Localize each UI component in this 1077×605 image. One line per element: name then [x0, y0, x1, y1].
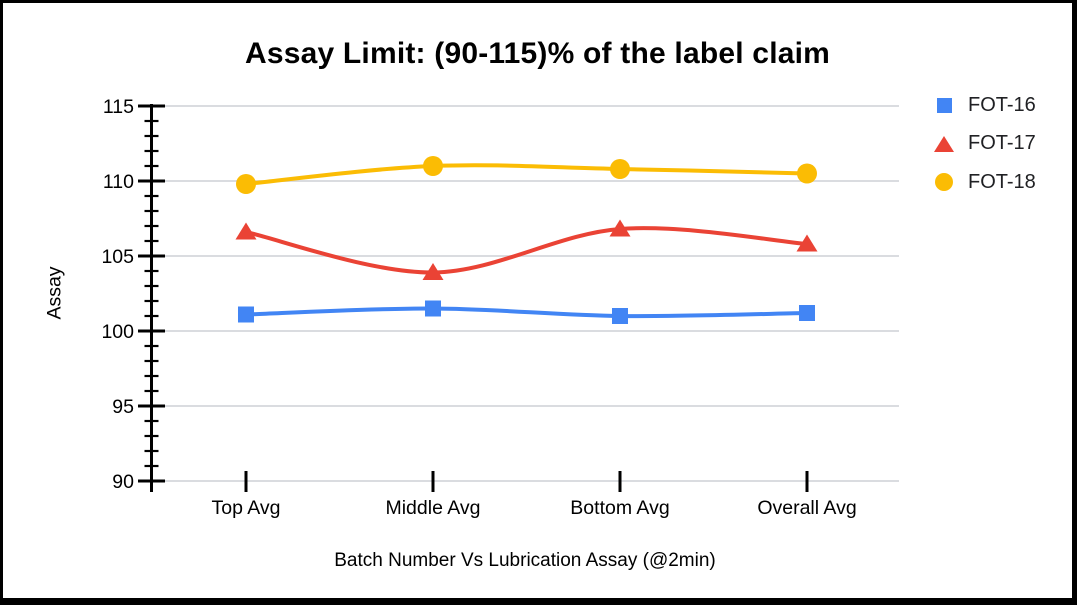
legend-item-FOT-18: FOT-18: [931, 163, 1036, 202]
legend-label: FOT-17: [968, 132, 1036, 155]
data-point-square-FOT-16: [237, 306, 254, 323]
x-category-label: Overall Avg: [757, 497, 856, 519]
legend-item-FOT-16: FOT-16: [931, 86, 1036, 125]
legend-marker-shape: [936, 97, 952, 113]
data-point-circle-FOT-18: [235, 174, 256, 194]
y-axis-title: Assay: [43, 266, 66, 320]
x-category-label: Middle Avg: [385, 497, 480, 519]
data-point-circle-FOT-18: [796, 163, 817, 184]
square-marker-icon: [931, 92, 957, 118]
plot-area: 90 95 100 105 110 115 Top Avg Middle Avg Bottom …: [101, 96, 899, 519]
series-line-FOT-17: [243, 226, 809, 275]
series-line-FOT-16: [243, 306, 809, 319]
legend-marker-shape: [935, 173, 953, 192]
data-point-circle-FOT-18: [422, 156, 443, 176]
data-point-triangle-FOT-17: [796, 234, 818, 252]
data-point-triangle-FOT-17: [422, 263, 444, 280]
data-point-circle-FOT-18: [609, 159, 630, 179]
data-point-triangle-FOT-17: [235, 222, 257, 240]
series-line-FOT-18: [243, 163, 809, 186]
y-tick-label: 105: [101, 246, 134, 268]
y-tick-label: 95: [112, 396, 134, 418]
legend: FOT-16 FOT-17 FOT-18: [931, 86, 1036, 202]
legend-label: FOT-16: [968, 93, 1036, 116]
x-category-label: Top Avg: [211, 497, 280, 519]
legend-item-FOT-17: FOT-17: [931, 125, 1036, 164]
chart-title: Assay Limit: (90-115)% of the label clai…: [244, 37, 831, 70]
data-point-square-FOT-16: [798, 305, 815, 321]
data-point-triangle-FOT-17: [609, 219, 631, 237]
legend-label: FOT-18: [968, 170, 1036, 193]
circle-marker-icon: [931, 169, 957, 195]
y-tick-label: 90: [112, 471, 134, 493]
triangle-marker-icon: [931, 131, 957, 157]
x-category-label: Bottom Avg: [570, 497, 669, 519]
data-point-square-FOT-16: [611, 308, 628, 324]
legend-marker-shape: [934, 135, 954, 152]
x-axis-title: Batch Number Vs Lubrication Assay (@2min…: [334, 550, 716, 571]
y-tick-label: 100: [101, 321, 134, 343]
data-point-square-FOT-16: [424, 300, 441, 317]
y-tick-label: 110: [103, 171, 134, 193]
y-tick-label: 115: [103, 96, 134, 118]
